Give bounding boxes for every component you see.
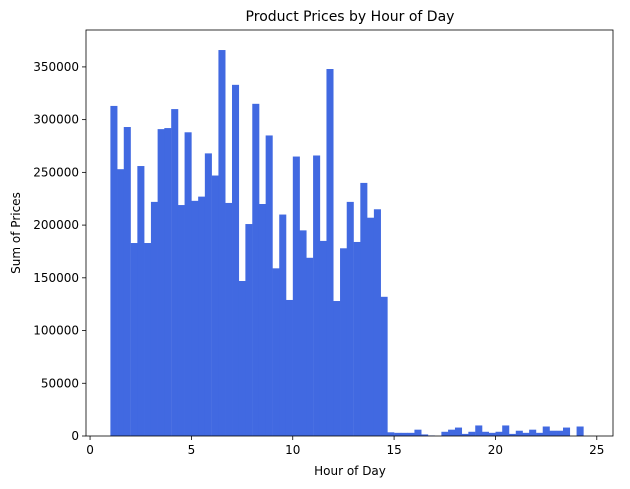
y-tick-label: 250000 bbox=[33, 165, 79, 179]
x-tick-label: 0 bbox=[86, 443, 94, 457]
y-tick-label: 300000 bbox=[33, 113, 79, 127]
bar bbox=[177, 205, 185, 436]
bar bbox=[292, 156, 300, 436]
x-axis-ticks: 0 5 10 15 20 25 bbox=[86, 436, 604, 457]
x-tick-label: 25 bbox=[589, 443, 604, 457]
plot-area-frame bbox=[85, 29, 614, 437]
bar bbox=[529, 429, 537, 436]
bar bbox=[299, 230, 307, 436]
bar bbox=[407, 432, 415, 436]
bar bbox=[542, 426, 550, 436]
bar bbox=[137, 166, 145, 436]
bar bbox=[522, 432, 530, 436]
bar bbox=[515, 430, 523, 436]
bar bbox=[468, 431, 476, 436]
bar bbox=[549, 430, 557, 436]
bar bbox=[225, 202, 233, 436]
bar bbox=[123, 127, 131, 436]
bar bbox=[157, 129, 165, 437]
bar bbox=[117, 169, 125, 436]
bar bbox=[232, 84, 240, 436]
bar bbox=[198, 196, 206, 436]
bar bbox=[536, 432, 544, 436]
bar bbox=[346, 201, 354, 436]
bar bbox=[279, 214, 287, 436]
bar bbox=[448, 429, 456, 436]
bar bbox=[400, 432, 408, 436]
bar bbox=[373, 209, 381, 436]
bar bbox=[204, 153, 212, 436]
bar bbox=[340, 248, 348, 436]
y-tick-label: 350000 bbox=[33, 60, 79, 74]
bar bbox=[285, 299, 293, 436]
bar bbox=[414, 429, 422, 436]
x-tick-label: 15 bbox=[386, 443, 401, 457]
x-tick-label: 20 bbox=[488, 443, 503, 457]
bar bbox=[502, 425, 510, 436]
bar bbox=[387, 432, 395, 436]
bar bbox=[454, 427, 463, 436]
bar bbox=[366, 217, 375, 436]
bar bbox=[171, 109, 179, 436]
bar bbox=[380, 296, 388, 436]
bar bbox=[238, 280, 246, 436]
y-tick-label: 200000 bbox=[33, 218, 79, 232]
bar bbox=[495, 431, 503, 436]
bars-group bbox=[110, 50, 584, 437]
bar bbox=[563, 427, 571, 436]
bar bbox=[394, 432, 402, 436]
bar bbox=[441, 431, 449, 436]
bar bbox=[110, 105, 118, 436]
bar bbox=[272, 268, 280, 436]
bar bbox=[130, 243, 138, 436]
bar bbox=[191, 200, 199, 436]
bar bbox=[211, 175, 219, 436]
bar bbox=[164, 128, 172, 436]
bar bbox=[326, 69, 334, 436]
x-tick-label: 10 bbox=[285, 443, 300, 457]
y-tick-label: 50000 bbox=[41, 376, 79, 390]
bar bbox=[421, 434, 429, 436]
bar bbox=[319, 240, 327, 436]
bar bbox=[488, 432, 496, 436]
x-axis-label: Hour of Day bbox=[314, 464, 386, 478]
bar bbox=[218, 50, 226, 436]
bar bbox=[508, 433, 516, 436]
y-axis-label: Sum of Prices bbox=[9, 192, 23, 274]
bar bbox=[265, 135, 273, 437]
bar bbox=[245, 224, 253, 436]
bar bbox=[475, 425, 483, 436]
y-tick-label: 150000 bbox=[33, 271, 79, 285]
bar bbox=[360, 182, 368, 436]
bar bbox=[461, 433, 469, 436]
bar bbox=[306, 257, 314, 436]
y-tick-label: 100000 bbox=[33, 324, 79, 338]
bar bbox=[184, 132, 192, 437]
bar bbox=[481, 431, 489, 436]
bar bbox=[313, 155, 321, 436]
bar bbox=[144, 243, 152, 436]
bar bbox=[576, 426, 584, 436]
bar bbox=[333, 301, 341, 436]
y-tick-label: 0 bbox=[71, 429, 79, 443]
chart-title: Product Prices by Hour of Day bbox=[246, 9, 455, 25]
bar bbox=[150, 201, 158, 436]
bar bbox=[258, 204, 267, 436]
bar bbox=[252, 103, 260, 437]
bar bbox=[353, 241, 361, 436]
bar bbox=[556, 430, 564, 436]
x-tick-label: 5 bbox=[188, 443, 196, 457]
y-axis-ticks: 0 50000 100000 150000 200000 250000 300000 3500… bbox=[33, 60, 86, 443]
